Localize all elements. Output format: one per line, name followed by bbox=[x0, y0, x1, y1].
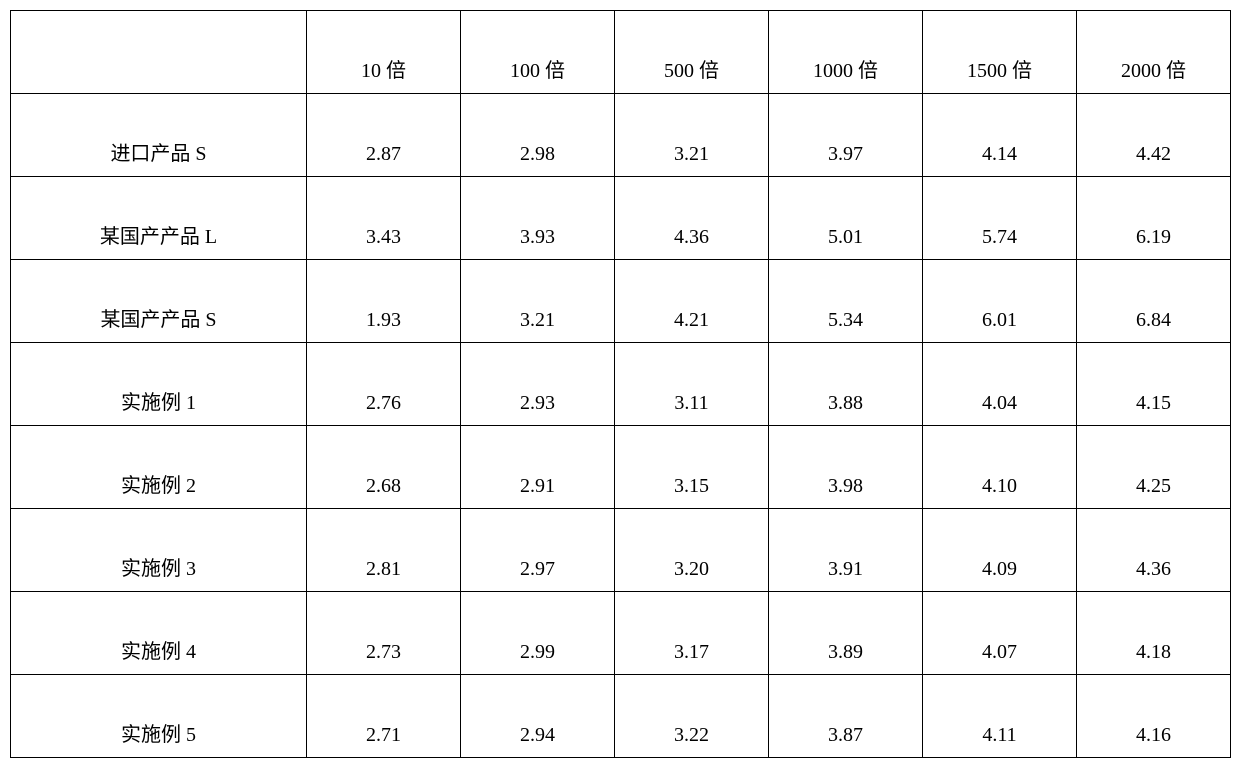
cell: 5.34 bbox=[769, 260, 923, 343]
col-header: 10 倍 bbox=[307, 11, 461, 94]
table-row: 实施例 2 2.68 2.91 3.15 3.98 4.10 4.25 bbox=[11, 426, 1231, 509]
row-label: 某国产产品 L bbox=[11, 177, 307, 260]
cell: 2.87 bbox=[307, 94, 461, 177]
col-header-blank bbox=[11, 11, 307, 94]
cell: 3.11 bbox=[615, 343, 769, 426]
table-row: 实施例 1 2.76 2.93 3.11 3.88 4.04 4.15 bbox=[11, 343, 1231, 426]
cell: 3.91 bbox=[769, 509, 923, 592]
data-table: 10 倍 100 倍 500 倍 1000 倍 1500 倍 2000 倍 进口… bbox=[10, 10, 1231, 758]
cell: 3.20 bbox=[615, 509, 769, 592]
cell: 4.15 bbox=[1077, 343, 1231, 426]
cell: 2.99 bbox=[461, 592, 615, 675]
row-label: 进口产品 S bbox=[11, 94, 307, 177]
cell: 2.93 bbox=[461, 343, 615, 426]
cell: 3.87 bbox=[769, 675, 923, 758]
cell: 2.98 bbox=[461, 94, 615, 177]
cell: 4.36 bbox=[615, 177, 769, 260]
cell: 3.22 bbox=[615, 675, 769, 758]
table-header-row: 10 倍 100 倍 500 倍 1000 倍 1500 倍 2000 倍 bbox=[11, 11, 1231, 94]
table-body: 进口产品 S 2.87 2.98 3.21 3.97 4.14 4.42 某国产… bbox=[11, 94, 1231, 758]
cell: 3.21 bbox=[461, 260, 615, 343]
table-row: 实施例 4 2.73 2.99 3.17 3.89 4.07 4.18 bbox=[11, 592, 1231, 675]
cell: 4.14 bbox=[923, 94, 1077, 177]
cell: 4.42 bbox=[1077, 94, 1231, 177]
table-row: 某国产产品 S 1.93 3.21 4.21 5.34 6.01 6.84 bbox=[11, 260, 1231, 343]
cell: 4.25 bbox=[1077, 426, 1231, 509]
row-label: 实施例 1 bbox=[11, 343, 307, 426]
cell: 4.11 bbox=[923, 675, 1077, 758]
cell: 4.21 bbox=[615, 260, 769, 343]
table-row: 某国产产品 L 3.43 3.93 4.36 5.01 5.74 6.19 bbox=[11, 177, 1231, 260]
cell: 3.17 bbox=[615, 592, 769, 675]
cell: 3.97 bbox=[769, 94, 923, 177]
cell: 5.74 bbox=[923, 177, 1077, 260]
cell: 2.91 bbox=[461, 426, 615, 509]
col-header: 1500 倍 bbox=[923, 11, 1077, 94]
cell: 4.16 bbox=[1077, 675, 1231, 758]
col-header: 100 倍 bbox=[461, 11, 615, 94]
col-header: 1000 倍 bbox=[769, 11, 923, 94]
col-header: 500 倍 bbox=[615, 11, 769, 94]
cell: 5.01 bbox=[769, 177, 923, 260]
table-row: 实施例 5 2.71 2.94 3.22 3.87 4.11 4.16 bbox=[11, 675, 1231, 758]
cell: 4.36 bbox=[1077, 509, 1231, 592]
cell: 3.15 bbox=[615, 426, 769, 509]
cell: 2.97 bbox=[461, 509, 615, 592]
cell: 2.94 bbox=[461, 675, 615, 758]
row-label: 某国产产品 S bbox=[11, 260, 307, 343]
col-header: 2000 倍 bbox=[1077, 11, 1231, 94]
cell: 3.88 bbox=[769, 343, 923, 426]
cell: 4.18 bbox=[1077, 592, 1231, 675]
cell: 3.98 bbox=[769, 426, 923, 509]
table-row: 实施例 3 2.81 2.97 3.20 3.91 4.09 4.36 bbox=[11, 509, 1231, 592]
cell: 6.01 bbox=[923, 260, 1077, 343]
table-row: 进口产品 S 2.87 2.98 3.21 3.97 4.14 4.42 bbox=[11, 94, 1231, 177]
cell: 3.89 bbox=[769, 592, 923, 675]
cell: 2.73 bbox=[307, 592, 461, 675]
cell: 2.76 bbox=[307, 343, 461, 426]
cell: 4.07 bbox=[923, 592, 1077, 675]
cell: 3.93 bbox=[461, 177, 615, 260]
cell: 2.81 bbox=[307, 509, 461, 592]
cell: 6.84 bbox=[1077, 260, 1231, 343]
cell: 4.10 bbox=[923, 426, 1077, 509]
row-label: 实施例 4 bbox=[11, 592, 307, 675]
cell: 4.09 bbox=[923, 509, 1077, 592]
cell: 3.21 bbox=[615, 94, 769, 177]
cell: 2.68 bbox=[307, 426, 461, 509]
cell: 4.04 bbox=[923, 343, 1077, 426]
cell: 6.19 bbox=[1077, 177, 1231, 260]
row-label: 实施例 3 bbox=[11, 509, 307, 592]
cell: 2.71 bbox=[307, 675, 461, 758]
row-label: 实施例 2 bbox=[11, 426, 307, 509]
cell: 3.43 bbox=[307, 177, 461, 260]
cell: 1.93 bbox=[307, 260, 461, 343]
row-label: 实施例 5 bbox=[11, 675, 307, 758]
